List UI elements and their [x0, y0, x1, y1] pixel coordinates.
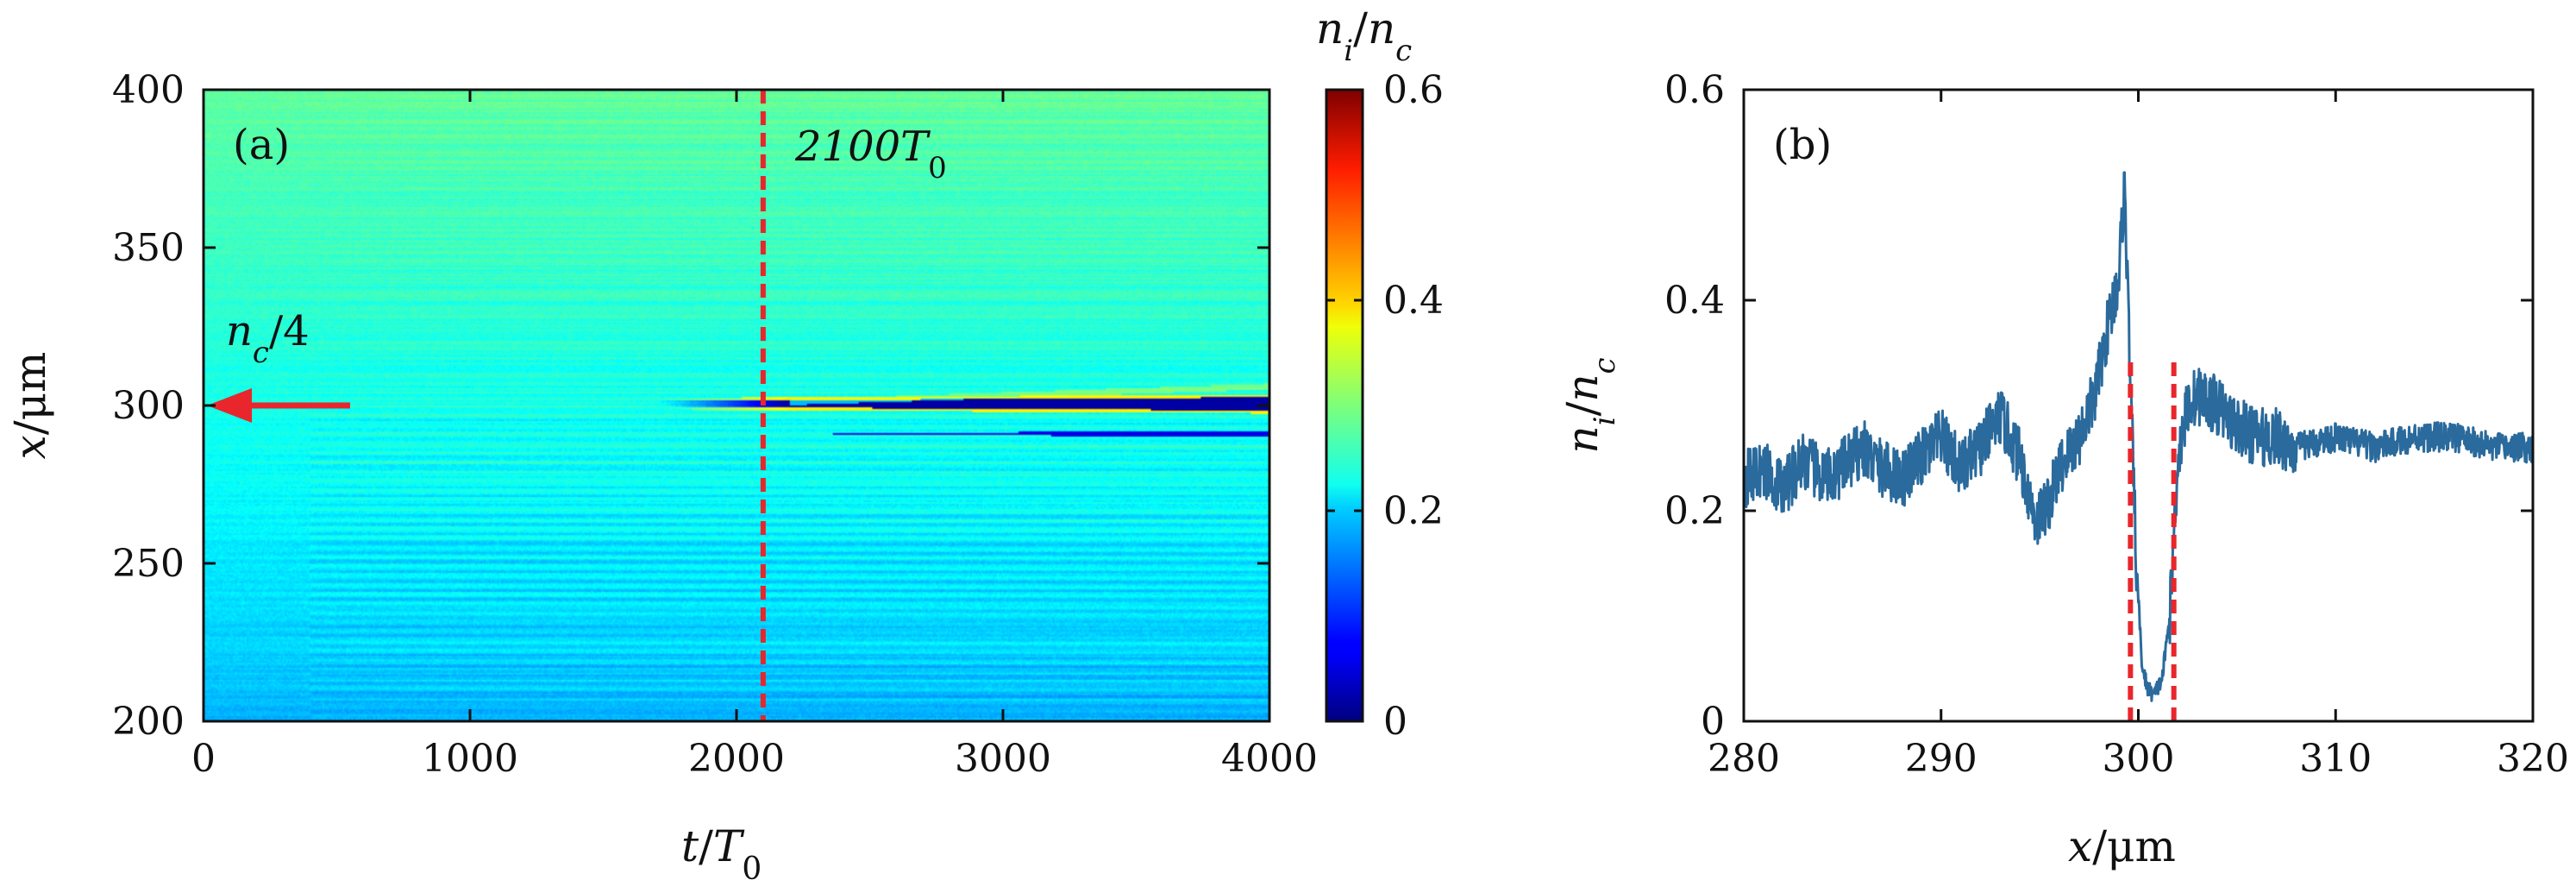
panel-a-ytick-label: 350 [112, 226, 185, 270]
panel-b-xlabel: x/μm [2068, 821, 2176, 871]
panel-b-xtick-label: 290 [1905, 737, 1977, 781]
panel-a-xtick-label: 0 [191, 737, 216, 781]
colorbar-tick-label: 0 [1383, 700, 1407, 744]
colorbar-ticks: 0 0.2 0.4 0.6 [1326, 68, 1444, 744]
colorbar-tick-label: 0.6 [1383, 68, 1444, 112]
colorbar-label: ni/nc [1316, 3, 1412, 68]
panel-b-ytick-label: 0.2 [1664, 489, 1725, 533]
panel-a-xtick-label: 4000 [1221, 737, 1318, 781]
panel-b-ytick-label: 0 [1701, 700, 1725, 744]
panel-b-ytick-label: 0.4 [1664, 279, 1725, 323]
colorbar-tick-label: 0.4 [1383, 279, 1444, 323]
panel-a-label: (a) [233, 121, 290, 169]
panel-a-xtick-label: 1000 [422, 737, 518, 781]
arrow-head [207, 388, 252, 423]
panel-a-xlabel: t/T0 [681, 821, 762, 880]
colorbar: 0 0.2 0.4 0.6 ni/nc [1316, 3, 1444, 744]
panel-a-ytick-label: 200 [112, 700, 185, 744]
panel-b-label: (b) [1773, 121, 1832, 169]
panel-b-background [1744, 90, 2533, 721]
panel-b-xtick-label: 320 [2497, 737, 2569, 781]
panel-b-ylabel: ni/nc [1558, 357, 1622, 453]
panel-b-xtick-label: 300 [2103, 737, 2175, 781]
panel-a-ytick-label: 400 [112, 68, 185, 112]
colorbar-gradient [1326, 90, 1363, 721]
panel-b-ytick-label: 0.6 [1664, 68, 1725, 112]
panel-b-xtick-label: 280 [1708, 737, 1780, 781]
colorbar-tick-label: 0.2 [1383, 489, 1444, 533]
panel-a-annotations [207, 90, 766, 721]
panel-b-xtick-label: 310 [2299, 737, 2372, 781]
panel-b-line: 280 290 300 310 320 0 0.2 0.4 0.6 (b) x/μm ni/nc [1558, 68, 2569, 871]
series-line [1744, 171, 2533, 702]
panel-a-ytick-label: 300 [112, 384, 185, 428]
colorbar-frame [1325, 88, 1364, 723]
panel-a-ticks: 0 1000 2000 3000 4000 200 250 300 350 400 [112, 68, 1318, 781]
panel-a-xtick-label: 2000 [688, 737, 785, 781]
panel-b-plot-area [1744, 171, 2533, 721]
panel-a-ytick-label: 250 [112, 542, 185, 586]
heatmap-image [204, 90, 1269, 721]
panel-a-ylabel: x/μm [5, 352, 55, 460]
panel-b-ticks: 280 290 300 310 320 0 0.2 0.4 0.6 [1664, 68, 2569, 781]
panel-a-xtick-label: 3000 [955, 737, 1051, 781]
